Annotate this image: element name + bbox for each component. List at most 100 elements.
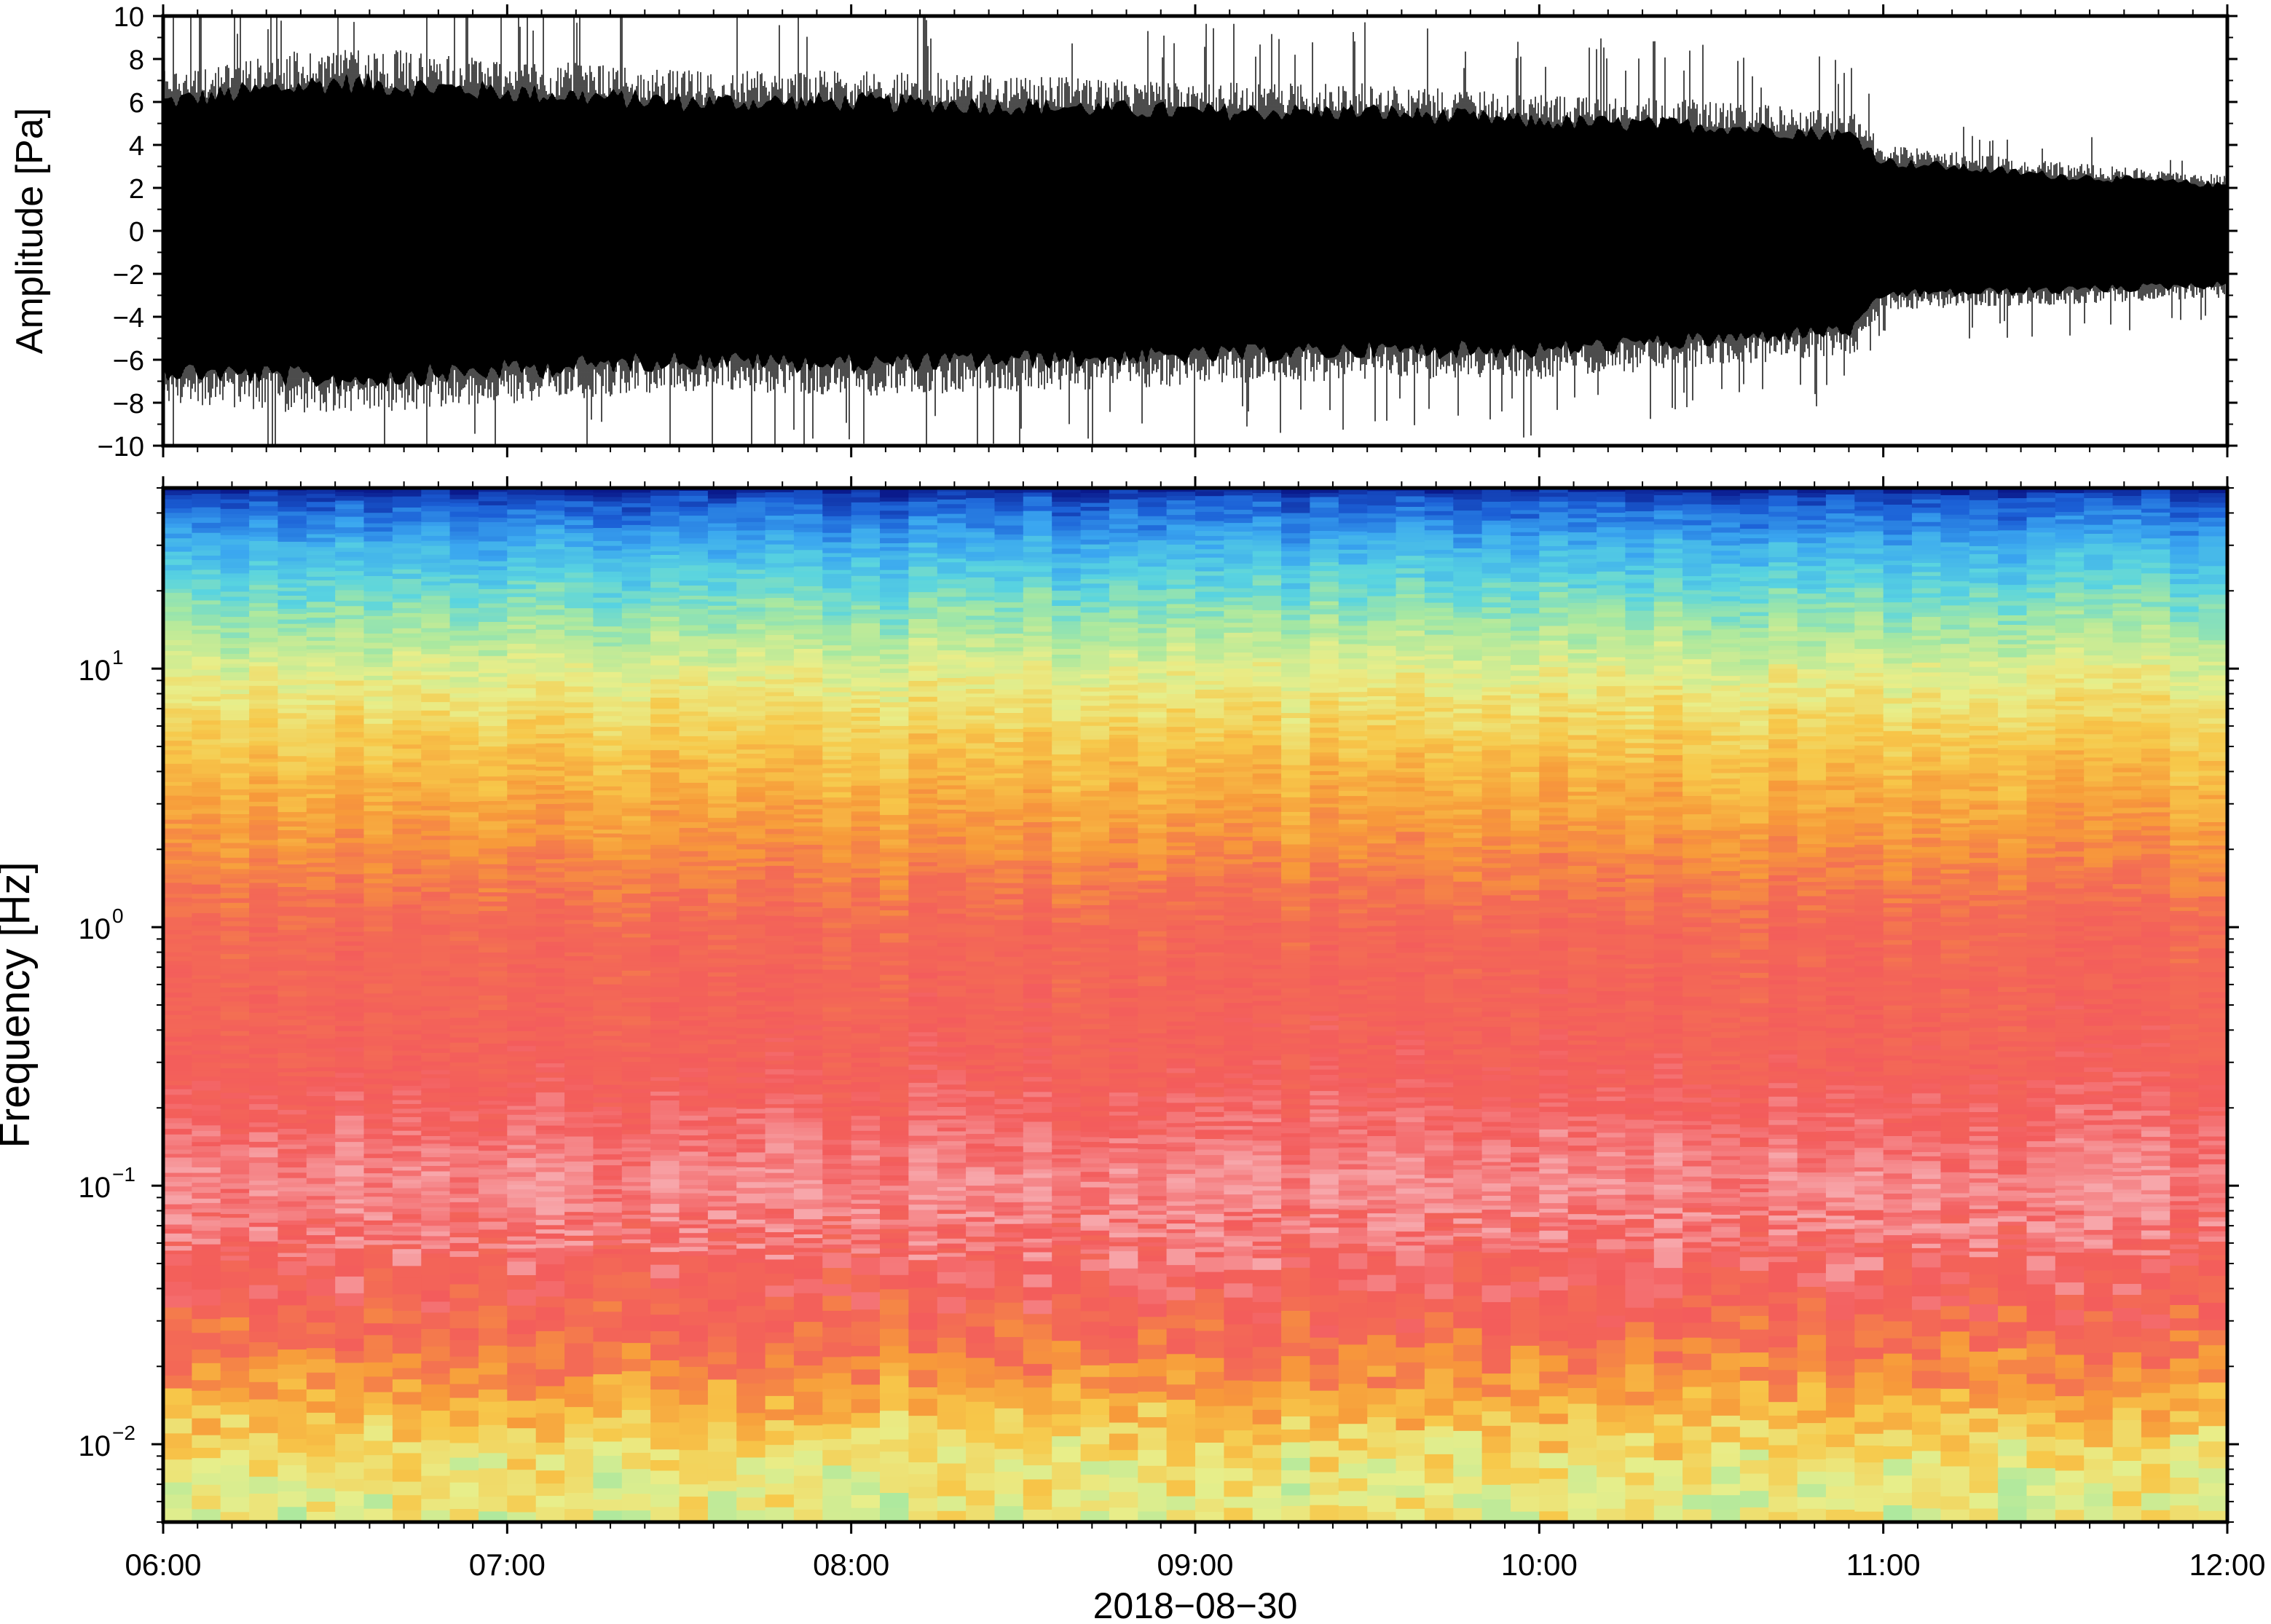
heatmap-cell: [306, 1061, 336, 1068]
heatmap-cell: [679, 1125, 709, 1130]
heatmap-cell: [621, 1397, 651, 1411]
heatmap-cell: [535, 867, 565, 872]
heatmap-cell: [822, 802, 852, 808]
heatmap-cell: [220, 1077, 250, 1084]
heatmap-cell: [535, 921, 565, 927]
heatmap-cell: [880, 851, 910, 857]
heatmap-cell: [278, 1109, 307, 1115]
heatmap-cell: [707, 1047, 738, 1054]
heatmap-cell: [220, 848, 250, 854]
heatmap-cell: [851, 742, 881, 748]
heatmap-cell: [507, 607, 537, 612]
heatmap-cell: [479, 488, 508, 492]
heatmap-cell: [249, 1331, 279, 1343]
heatmap-cell: [593, 1111, 623, 1116]
heatmap-cell: [306, 1066, 336, 1071]
heatmap-cell: [765, 1172, 795, 1179]
heatmap-cell: [278, 996, 307, 1001]
heatmap-cell: [363, 718, 393, 724]
heatmap-cell: [449, 687, 479, 694]
heatmap-cell: [392, 655, 422, 661]
heatmap-cell: [851, 840, 881, 845]
heatmap-cell: [421, 1033, 451, 1040]
heatmap-cell: [479, 905, 508, 911]
heatmap-cell: [363, 966, 393, 973]
heatmap-cell: [335, 560, 365, 566]
heatmap-cell: [736, 1199, 766, 1204]
heatmap-cell: [220, 1255, 250, 1261]
heatmap-cell: [278, 1235, 307, 1240]
heatmap-cell: [765, 706, 795, 712]
heatmap-cell: [306, 955, 336, 961]
heatmap-cell: [736, 1412, 766, 1426]
heatmap-cell: [392, 1253, 422, 1266]
heatmap-cell: [392, 1103, 422, 1109]
heatmap-cell: [736, 535, 766, 540]
heatmap-cell: [392, 666, 422, 671]
heatmap-cell: [363, 1002, 393, 1008]
heatmap-cell: [851, 617, 881, 623]
heatmap-cell: [621, 696, 651, 702]
heatmap-cell: [564, 1079, 594, 1085]
heatmap-cell: [220, 953, 250, 959]
heatmap-cell: [564, 974, 594, 979]
heatmap-cell: [535, 1243, 565, 1248]
heatmap-cell: [564, 904, 594, 911]
heatmap-cell: [765, 813, 795, 821]
heatmap-cell: [564, 1084, 594, 1091]
heatmap-cell: [449, 602, 479, 609]
heatmap-cell: [479, 668, 508, 674]
heatmap-cell: [679, 888, 709, 895]
heatmap-cell: [765, 768, 795, 773]
heatmap-cell: [822, 1144, 852, 1150]
heatmap-cell: [707, 1190, 738, 1197]
heatmap-cell: [278, 490, 307, 496]
heatmap-cell: [306, 699, 336, 705]
heatmap-cell: [363, 695, 393, 701]
heatmap-cell: [765, 611, 795, 618]
heatmap-cell: [679, 532, 709, 539]
heatmap-cell: [479, 808, 508, 813]
heatmap-cell: [363, 512, 393, 519]
heatmap-cell: [479, 1328, 508, 1346]
heatmap-cell: [707, 1231, 738, 1237]
heatmap-cell: [249, 797, 279, 802]
heatmap-cell: [621, 1143, 651, 1148]
heatmap-cell: [306, 723, 336, 729]
heatmap-cell: [421, 768, 451, 775]
heatmap-cell: [220, 1192, 250, 1199]
heatmap-cell: [736, 923, 766, 930]
heatmap-cell: [765, 1181, 795, 1188]
heatmap-cell: [306, 784, 336, 789]
heatmap-cell: [765, 602, 795, 608]
heatmap-cell: [479, 690, 508, 698]
heatmap-cell: [449, 502, 479, 507]
heatmap-cell: [479, 1424, 508, 1440]
heatmap-cell: [880, 782, 910, 789]
heatmap-cell: [822, 588, 852, 593]
heatmap-cell: [822, 974, 852, 979]
heatmap-cell: [479, 1178, 508, 1185]
heatmap-cell: [707, 1161, 738, 1167]
heatmap-cell: [765, 790, 795, 795]
heatmap-cell: [679, 608, 709, 615]
heatmap-cell: [707, 628, 738, 634]
heatmap-cell: [593, 1015, 623, 1020]
heatmap-cell: [621, 576, 651, 581]
heatmap-cell: [479, 1073, 508, 1078]
heatmap-cell: [163, 1482, 193, 1495]
heatmap-cell: [192, 540, 221, 545]
heatmap-cell: [679, 1076, 709, 1082]
heatmap-cell: [851, 585, 881, 591]
heatmap-cell: [535, 738, 565, 744]
heatmap-cell: [736, 1457, 766, 1475]
heatmap-cell: [679, 1285, 709, 1298]
heatmap-cell: [679, 1089, 709, 1096]
heatmap-cell: [335, 980, 365, 985]
heatmap-cell: [220, 1203, 250, 1209]
heatmap-cell: [306, 1025, 336, 1030]
heatmap-cell: [306, 563, 336, 568]
heatmap-cell: [707, 1422, 738, 1439]
heatmap-cell: [392, 1033, 422, 1041]
heatmap-cell: [507, 832, 537, 837]
